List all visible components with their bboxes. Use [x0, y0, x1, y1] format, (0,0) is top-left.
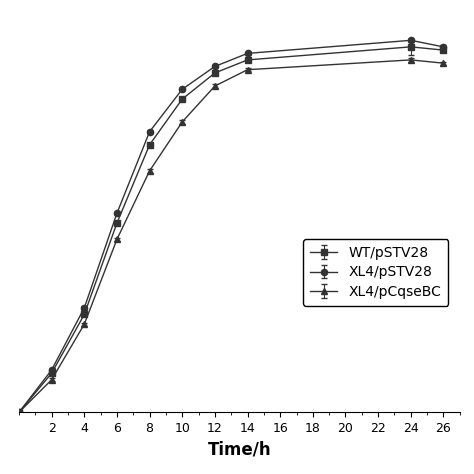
- Legend: WT/pSTV28, XL4/pSTV28, XL4/pCqseBC: WT/pSTV28, XL4/pSTV28, XL4/pCqseBC: [303, 239, 448, 306]
- X-axis label: Time/h: Time/h: [208, 441, 271, 459]
